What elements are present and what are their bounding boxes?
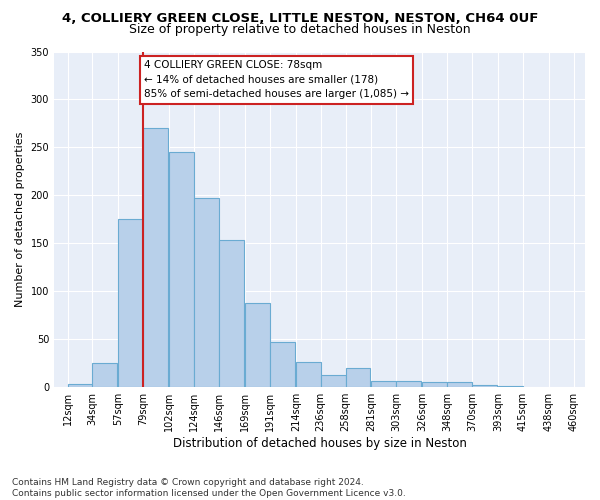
Bar	[245, 303, 270, 387]
Bar	[472, 386, 497, 387]
Bar	[320, 374, 346, 387]
Bar	[371, 382, 397, 387]
Bar	[143, 128, 168, 387]
Bar	[169, 152, 194, 387]
Text: 4, COLLIERY GREEN CLOSE, LITTLE NESTON, NESTON, CH64 0UF: 4, COLLIERY GREEN CLOSE, LITTLE NESTON, …	[62, 12, 538, 26]
Bar	[498, 386, 523, 387]
Bar	[296, 362, 320, 387]
Bar	[118, 220, 143, 387]
Text: Contains HM Land Registry data © Crown copyright and database right 2024.
Contai: Contains HM Land Registry data © Crown c…	[12, 478, 406, 498]
X-axis label: Distribution of detached houses by size in Neston: Distribution of detached houses by size …	[173, 437, 466, 450]
Bar	[194, 198, 219, 387]
Bar	[219, 240, 244, 387]
Bar	[68, 384, 92, 387]
Bar	[270, 342, 295, 387]
Bar	[422, 382, 447, 387]
Text: Size of property relative to detached houses in Neston: Size of property relative to detached ho…	[129, 22, 471, 36]
Bar	[92, 363, 118, 387]
Bar	[397, 382, 421, 387]
Bar	[447, 382, 472, 387]
Y-axis label: Number of detached properties: Number of detached properties	[15, 132, 25, 307]
Text: 4 COLLIERY GREEN CLOSE: 78sqm
← 14% of detached houses are smaller (178)
85% of : 4 COLLIERY GREEN CLOSE: 78sqm ← 14% of d…	[145, 60, 409, 100]
Bar	[346, 368, 370, 387]
